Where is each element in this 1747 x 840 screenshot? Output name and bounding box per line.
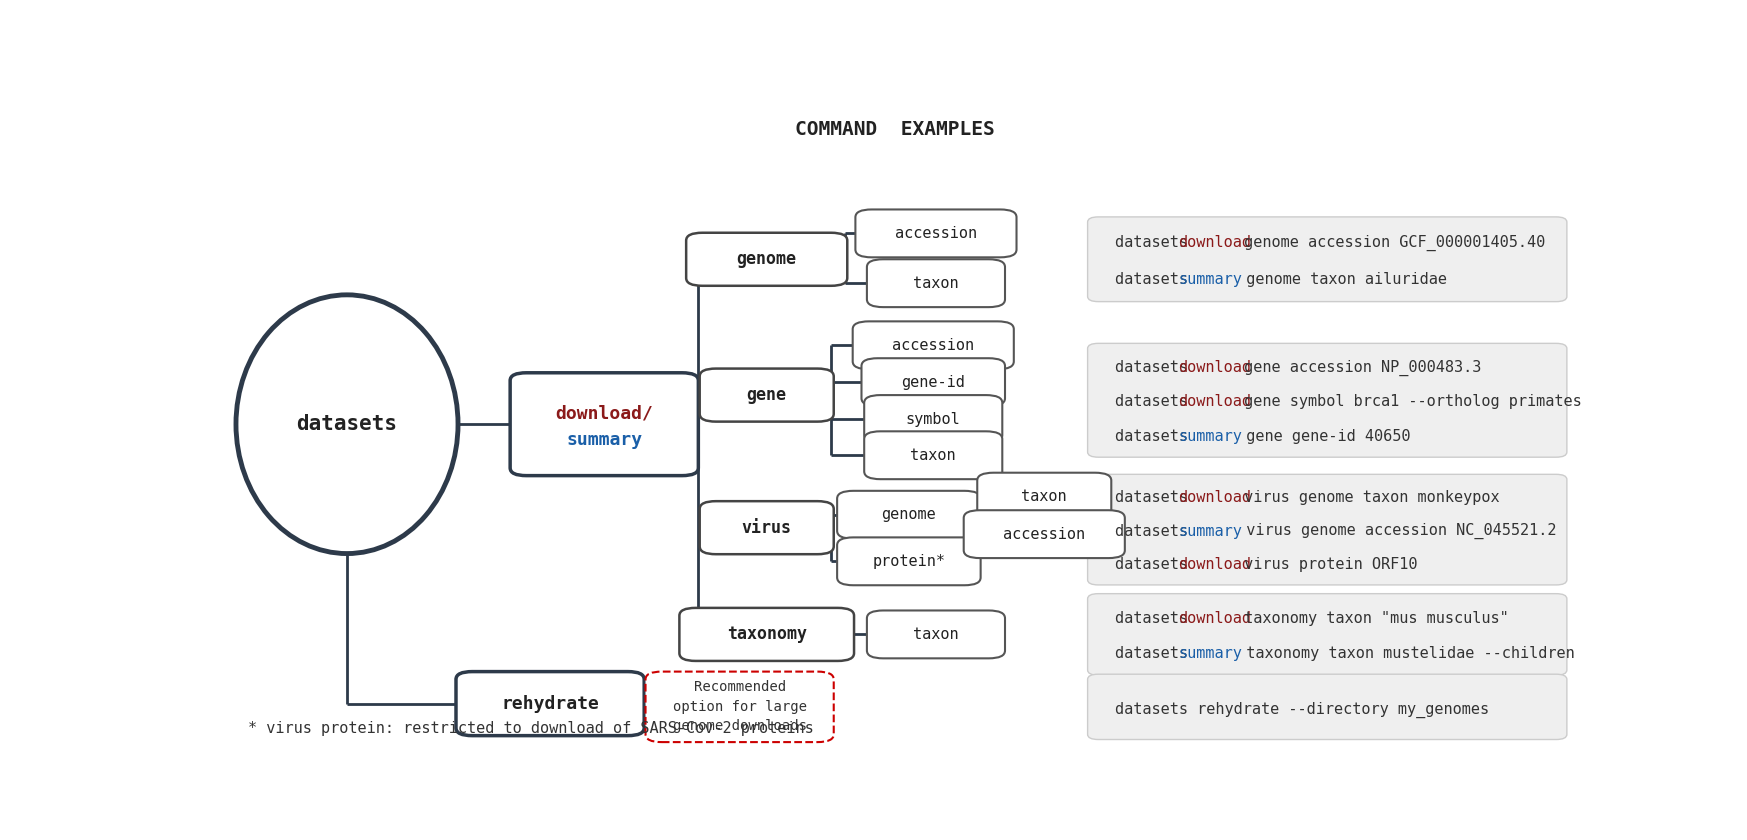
FancyBboxPatch shape <box>865 431 1003 479</box>
Text: taxonomy taxon mustelidae --children: taxonomy taxon mustelidae --children <box>1228 647 1574 661</box>
Text: gene: gene <box>746 386 786 404</box>
FancyBboxPatch shape <box>680 608 854 661</box>
Text: gene gene-id 40650: gene gene-id 40650 <box>1228 429 1410 444</box>
Ellipse shape <box>236 295 458 554</box>
Text: protein*: protein* <box>872 554 945 569</box>
Text: datasets: datasets <box>1115 272 1197 287</box>
Text: rehydrate: rehydrate <box>501 695 599 712</box>
Text: summary: summary <box>1177 524 1242 538</box>
Text: download: download <box>1177 360 1251 375</box>
Text: taxon: taxon <box>1022 489 1067 504</box>
FancyBboxPatch shape <box>867 611 1005 659</box>
Text: download: download <box>1177 611 1251 626</box>
FancyBboxPatch shape <box>964 510 1125 558</box>
FancyBboxPatch shape <box>1088 217 1567 302</box>
Text: genome accession GCF_000001405.40: genome accession GCF_000001405.40 <box>1235 234 1544 250</box>
FancyBboxPatch shape <box>861 358 1005 406</box>
Text: gene-id: gene-id <box>901 375 964 390</box>
Text: datasets: datasets <box>1115 557 1197 572</box>
Text: accession: accession <box>1003 527 1085 542</box>
Text: datasets: datasets <box>1115 611 1197 626</box>
FancyBboxPatch shape <box>856 209 1017 257</box>
FancyBboxPatch shape <box>853 322 1013 370</box>
Text: taxon: taxon <box>914 627 959 642</box>
Text: summary: summary <box>1177 429 1242 444</box>
Text: datasets rehydrate --directory my_genomes: datasets rehydrate --directory my_genome… <box>1115 701 1488 717</box>
Text: genome: genome <box>882 507 936 522</box>
Text: datasets: datasets <box>1115 647 1197 661</box>
FancyBboxPatch shape <box>687 233 847 286</box>
Text: taxon: taxon <box>914 276 959 291</box>
Text: gene accession NP_000483.3: gene accession NP_000483.3 <box>1235 360 1481 375</box>
Text: datasets: datasets <box>1115 360 1197 375</box>
Text: COMMAND  EXAMPLES: COMMAND EXAMPLES <box>795 120 996 139</box>
FancyBboxPatch shape <box>456 672 645 736</box>
Text: datasets: datasets <box>297 414 398 434</box>
Text: datasets: datasets <box>1115 235 1197 250</box>
Text: virus protein ORF10: virus protein ORF10 <box>1235 557 1417 572</box>
FancyBboxPatch shape <box>1088 675 1567 739</box>
FancyBboxPatch shape <box>837 538 980 585</box>
Text: virus genome accession NC_045521.2: virus genome accession NC_045521.2 <box>1228 523 1557 539</box>
Text: virus: virus <box>742 518 791 537</box>
FancyBboxPatch shape <box>701 369 833 422</box>
FancyBboxPatch shape <box>865 395 1003 443</box>
Text: gene symbol brca1 --ortholog primates: gene symbol brca1 --ortholog primates <box>1235 395 1581 409</box>
Text: genome taxon ailuridae: genome taxon ailuridae <box>1228 272 1447 287</box>
FancyBboxPatch shape <box>837 491 980 538</box>
FancyBboxPatch shape <box>867 260 1005 307</box>
Text: datasets: datasets <box>1115 491 1197 506</box>
FancyBboxPatch shape <box>1088 475 1567 585</box>
FancyBboxPatch shape <box>646 672 833 742</box>
FancyBboxPatch shape <box>977 473 1111 521</box>
Text: taxonomy: taxonomy <box>727 626 807 643</box>
Text: datasets: datasets <box>1115 429 1197 444</box>
Text: summary: summary <box>1177 647 1242 661</box>
Text: symbol: symbol <box>907 412 961 427</box>
Text: download: download <box>1177 491 1251 506</box>
Text: download: download <box>1177 557 1251 572</box>
FancyBboxPatch shape <box>701 501 833 554</box>
Text: accession: accession <box>894 226 977 241</box>
Text: genome: genome <box>737 250 797 268</box>
Text: download: download <box>1177 395 1251 409</box>
Text: Recommended
option for large
genome downloads: Recommended option for large genome down… <box>673 680 807 733</box>
Text: taxonomy taxon "mus musculus": taxonomy taxon "mus musculus" <box>1235 611 1509 626</box>
Text: virus genome taxon monkeypox: virus genome taxon monkeypox <box>1235 491 1499 506</box>
FancyBboxPatch shape <box>1088 344 1567 457</box>
Text: datasets: datasets <box>1115 524 1197 538</box>
FancyBboxPatch shape <box>510 373 699 475</box>
Text: summary: summary <box>1177 272 1242 287</box>
Text: datasets: datasets <box>1115 395 1197 409</box>
Text: download: download <box>1177 235 1251 250</box>
FancyBboxPatch shape <box>1088 594 1567 675</box>
Text: accession: accession <box>893 338 975 353</box>
Text: download/: download/ <box>556 405 653 423</box>
Text: summary: summary <box>566 431 643 449</box>
Text: * virus protein: restricted to download of SARS-Cov-2 proteins: * virus protein: restricted to download … <box>248 721 814 736</box>
Text: taxon: taxon <box>910 448 956 463</box>
